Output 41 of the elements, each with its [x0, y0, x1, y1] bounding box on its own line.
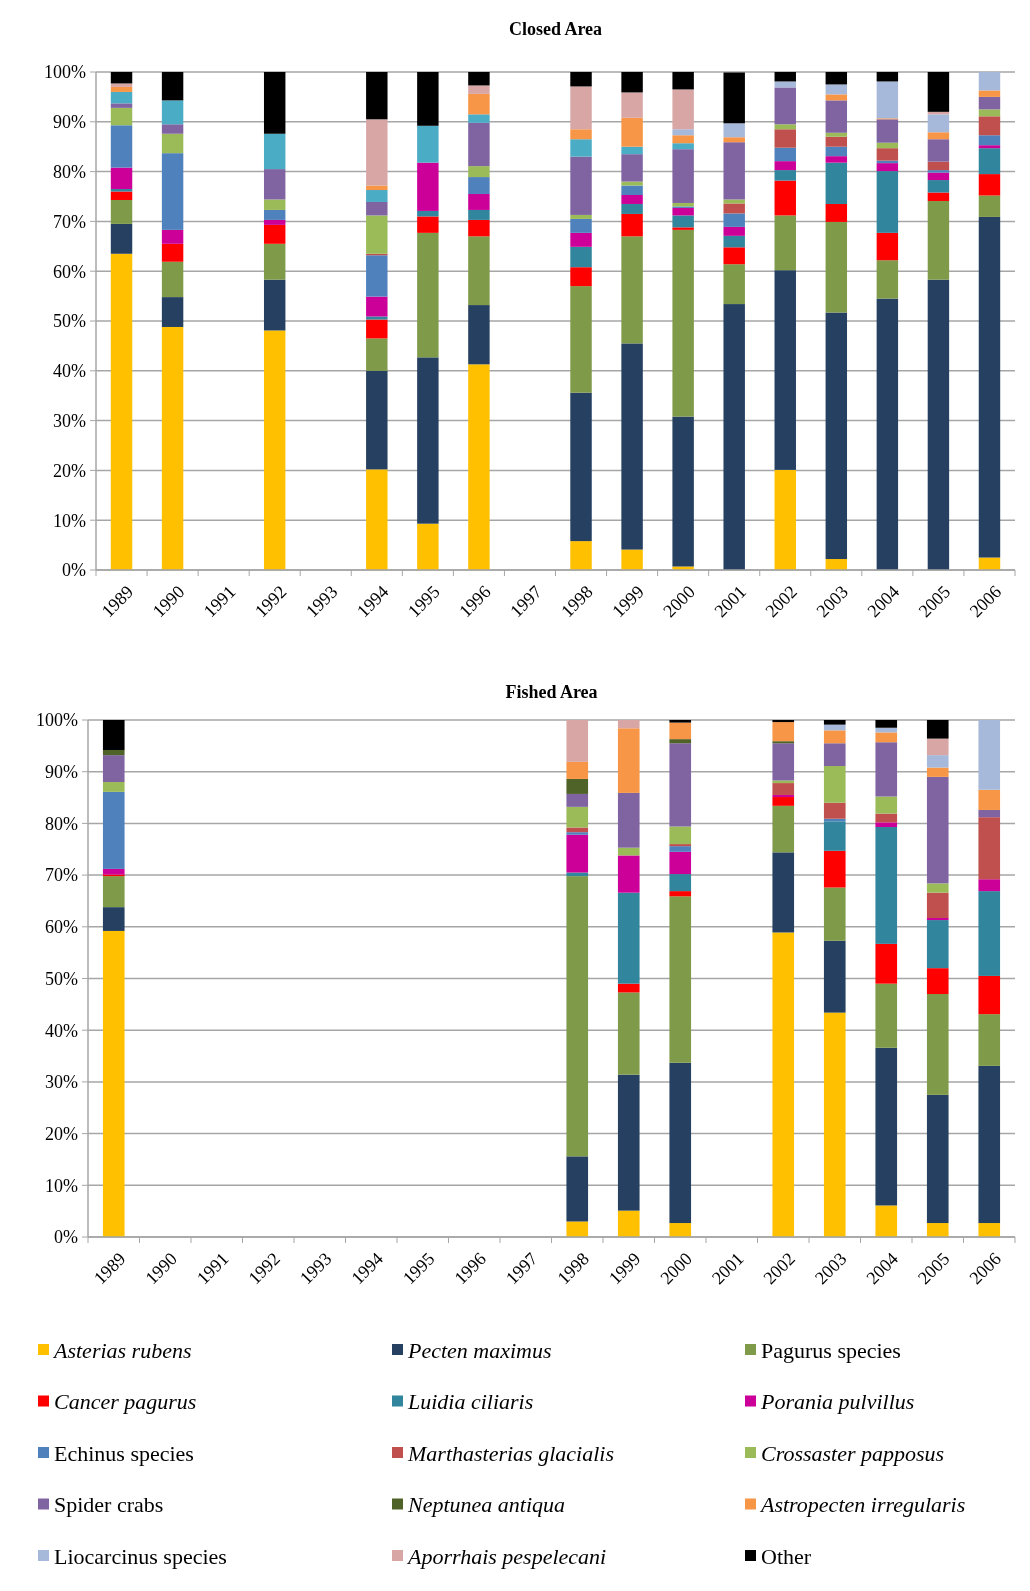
y-tick-label: 80% — [53, 161, 86, 182]
legend-label: Marthasterias glacialis — [407, 1440, 614, 1466]
y-tick-label: 60% — [53, 261, 86, 282]
chart-title: Fished Area — [505, 682, 598, 702]
y-tick-label: 0% — [62, 560, 86, 581]
legend-label: Other — [761, 1543, 812, 1569]
legend-label: Aporrhais pespelecani — [406, 1543, 607, 1569]
y-tick-label: 60% — [45, 917, 78, 938]
y-tick-label: 70% — [53, 211, 86, 232]
legend-label: Pecten maximus — [407, 1337, 552, 1363]
y-tick-label: 10% — [53, 510, 86, 531]
legend-label: Pagurus species — [761, 1337, 901, 1363]
y-tick-label: 50% — [53, 311, 86, 332]
y-tick-label: 100% — [36, 710, 78, 731]
legend-label: Crossaster papposus — [761, 1440, 945, 1466]
y-tick-label: 0% — [54, 1227, 78, 1248]
y-tick-label: 90% — [45, 762, 78, 782]
y-tick-label: 70% — [45, 865, 78, 886]
y-tick-label: 20% — [53, 460, 86, 481]
legend-label: Cancer pagurus — [54, 1389, 197, 1415]
y-tick-label: 100% — [44, 62, 86, 83]
y-tick-label: 40% — [45, 1020, 78, 1041]
legend-label: Echinus species — [54, 1440, 194, 1466]
legend-label: Liocarcinus species — [54, 1543, 227, 1569]
y-tick-label: 90% — [53, 112, 86, 133]
legend-label: Luidia ciliaris — [407, 1389, 534, 1415]
chart-title: Closed Area — [508, 19, 603, 39]
y-tick-label: 30% — [53, 410, 86, 431]
y-tick-label: 10% — [45, 1175, 78, 1196]
legend-label: Spider crabs — [54, 1492, 164, 1518]
y-tick-label: 30% — [45, 1072, 78, 1093]
x-tick-label: 1991 — [192, 1248, 233, 1289]
legend-label: Porania pulvillus — [760, 1389, 915, 1415]
y-tick-label: 80% — [45, 813, 78, 834]
legend-label: Asterias rubens — [52, 1337, 192, 1363]
legend-label: Astropecten irregularis — [759, 1492, 966, 1518]
y-tick-label: 20% — [45, 1123, 78, 1144]
y-tick-label: 40% — [53, 361, 86, 382]
y-tick-label: 50% — [45, 968, 78, 989]
x-tick-label: 1991 — [199, 581, 240, 622]
legend-label: Neptunea antiqua — [407, 1492, 566, 1518]
